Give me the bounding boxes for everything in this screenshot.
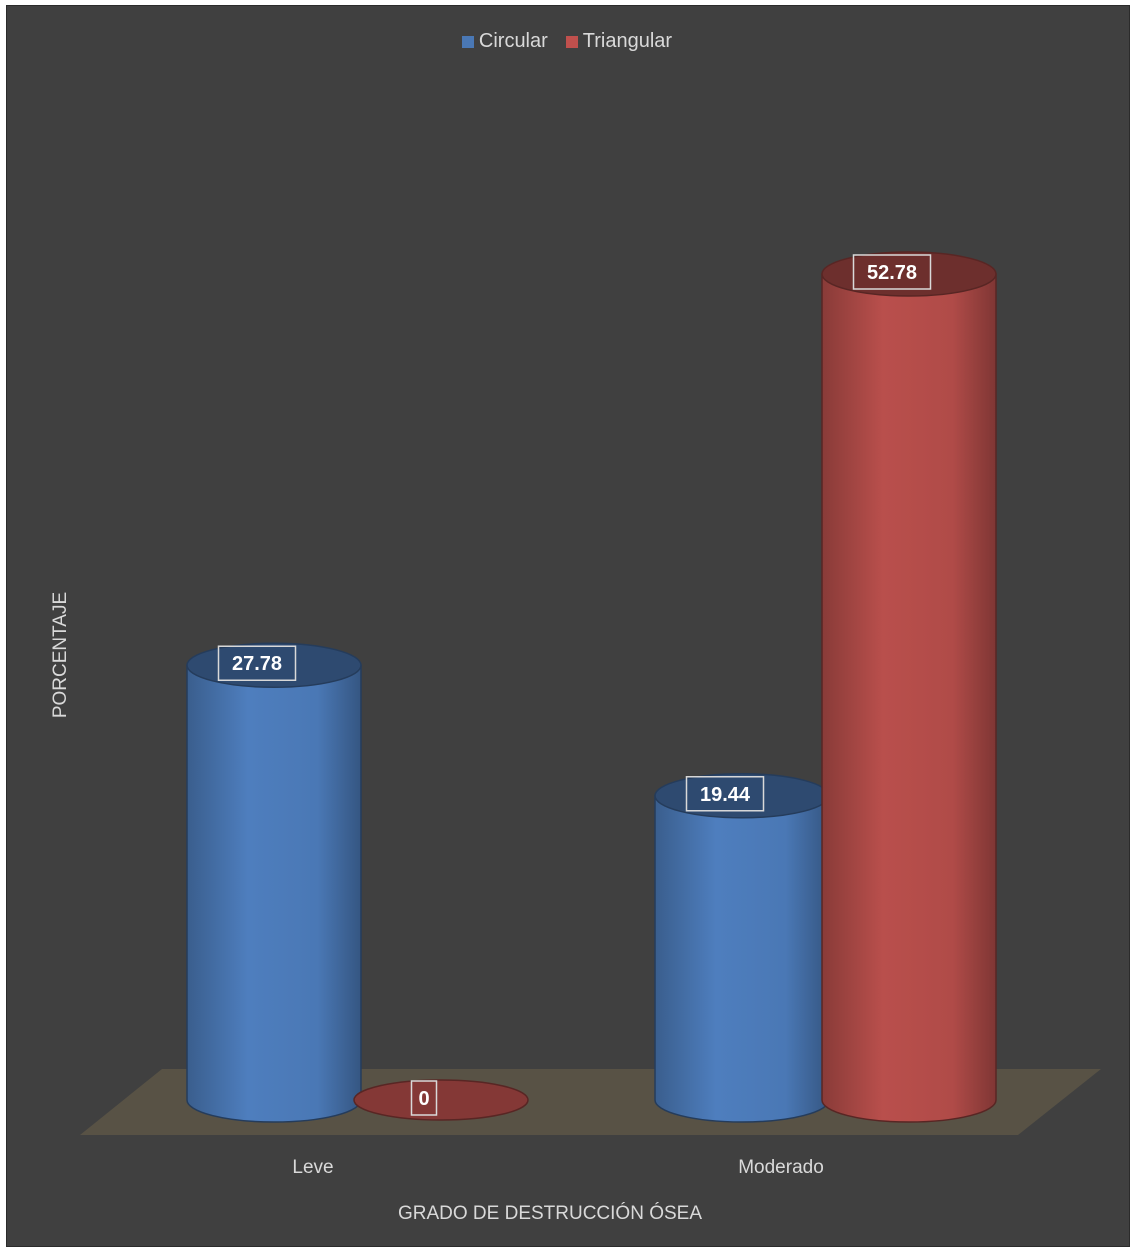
data-label-box [852, 254, 932, 290]
data-label-box [685, 776, 765, 812]
bar-triangular-leve [353, 1079, 529, 1121]
data-label: 27.78 [217, 645, 297, 681]
bar-body [821, 273, 997, 1123]
data-label: 52.78 [852, 254, 932, 290]
legend-label-circular: Circular [478, 30, 548, 52]
legend-item-circular: Circular [461, 30, 548, 53]
bar-triangular-moderado [821, 251, 997, 1123]
data-label-text: 0 [418, 1088, 429, 1110]
data-labels-layer: 27.78 0 19.44 52.78 [217, 254, 932, 1116]
data-label: 19.44 [685, 776, 765, 812]
bar-body [654, 795, 830, 1123]
bar-circular-moderado [654, 773, 830, 1123]
data-label: 0 [410, 1080, 438, 1116]
x-tick-label-leve: Leve [292, 1157, 333, 1178]
x-tick-labels: Leve Moderado [292, 1157, 823, 1178]
x-tick-label-moderado: Moderado [738, 1157, 824, 1178]
x-axis-title: GRADO DE DESTRUCCIÓN ÓSEA [397, 1203, 703, 1224]
data-label-box [217, 645, 297, 681]
data-label-text: 52.78 [867, 262, 917, 284]
legend-swatch-triangular [565, 35, 578, 48]
legend-swatch-circular [461, 35, 474, 48]
bar-top-cap [821, 251, 997, 297]
bar-circular-leve [186, 642, 362, 1123]
legend-label-triangular: Triangular [582, 30, 673, 52]
bar-body [186, 664, 362, 1123]
y-axis-title: PORCENTAJE [50, 591, 71, 719]
bars-layer [186, 251, 997, 1123]
bar-zero-disc [353, 1079, 529, 1121]
data-label-text: 19.44 [700, 784, 751, 806]
legend: Circular Triangular [0, 30, 1134, 53]
data-label-box [410, 1080, 438, 1116]
data-label-text: 27.78 [232, 653, 282, 675]
bar-top-cap [186, 642, 362, 688]
legend-item-triangular: Triangular [565, 30, 673, 53]
